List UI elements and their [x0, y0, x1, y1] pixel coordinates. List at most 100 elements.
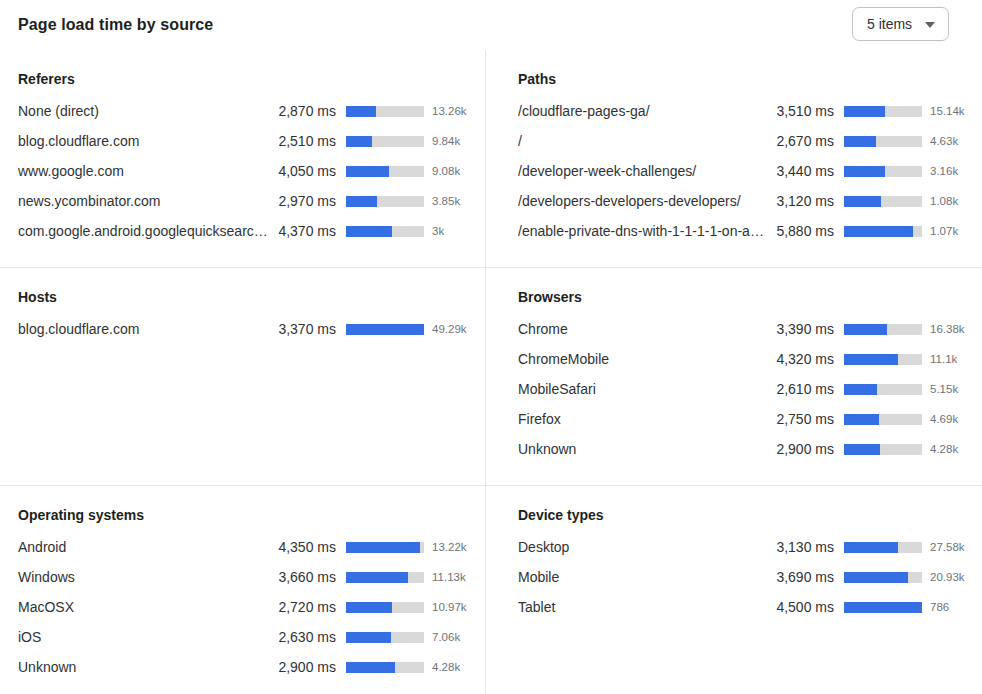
chevron-down-icon: [925, 22, 935, 28]
row-label: MobileSafari: [518, 381, 770, 397]
row-load-time: 2,970 ms: [272, 193, 336, 209]
row-label: None (direct): [18, 103, 272, 119]
row-load-time: 2,610 ms: [770, 381, 834, 397]
table-row: iOS 2,630 ms 7.06k: [18, 622, 470, 652]
page-load-time-widget: Page load time by source 5 items Referer…: [0, 0, 982, 694]
row-bar-track: [346, 106, 424, 117]
section-title: Hosts: [18, 290, 470, 305]
row-bar-fill: [844, 444, 880, 455]
row-count: 11.13k: [432, 571, 470, 583]
table-row: Android 4,350 ms 13.22k: [18, 532, 470, 562]
row-bar-track: [844, 196, 922, 207]
section-device-types: Device types Desktop 3,130 ms 27.58k Mob…: [485, 485, 982, 694]
row-bar-fill: [844, 602, 922, 613]
items-count-dropdown[interactable]: 5 items: [852, 7, 949, 41]
row-load-time: 3,440 ms: [770, 163, 834, 179]
table-row: Tablet 4,500 ms 786: [518, 592, 968, 622]
table-row: com.google.android.googlequicksearchbox …: [18, 216, 470, 246]
row-label: Unknown: [518, 441, 770, 457]
table-row: /developers-developers-developers/ 3,120…: [518, 186, 968, 216]
row-count: 4.69k: [930, 413, 968, 425]
widget-header: Page load time by source 5 items: [0, 0, 982, 50]
row-label: com.google.android.googlequicksearchbox: [18, 223, 272, 239]
row-label: Android: [18, 539, 272, 555]
row-count: 20.93k: [930, 571, 968, 583]
row-bar-fill: [346, 572, 408, 583]
row-count: 3.85k: [432, 195, 470, 207]
row-bar-fill: [346, 226, 392, 237]
row-bar-fill: [346, 632, 391, 643]
row-label: Windows: [18, 569, 272, 585]
row-bar-track: [844, 324, 922, 335]
row-bar-track: [346, 632, 424, 643]
row-load-time: 3,370 ms: [272, 321, 336, 337]
row-count: 1.07k: [930, 225, 968, 237]
row-label: /: [518, 133, 770, 149]
row-bar-fill: [844, 166, 885, 177]
row-bar-fill: [844, 324, 887, 335]
table-row: Unknown 2,900 ms 4.28k: [18, 652, 470, 682]
row-label: Desktop: [518, 539, 770, 555]
items-count-value: 5 items: [867, 16, 912, 32]
row-bar-track: [844, 166, 922, 177]
row-label: /enable-private-dns-with-1-1-1-1-on-andr…: [518, 223, 770, 239]
row-count: 27.58k: [930, 541, 968, 553]
row-count: 3k: [432, 225, 470, 237]
section-rows: Android 4,350 ms 13.22k Windows 3,660 ms…: [18, 532, 470, 682]
section-browsers: Browsers Chrome 3,390 ms 16.38k ChromeMo…: [485, 267, 982, 485]
section-paths: Paths /cloudflare-pages-ga/ 3,510 ms 15.…: [485, 50, 982, 267]
row-bar-track: [346, 572, 424, 583]
row-load-time: 3,390 ms: [770, 321, 834, 337]
row-label: Unknown: [18, 659, 272, 675]
row-count: 16.38k: [930, 323, 968, 335]
table-row: Windows 3,660 ms 11.13k: [18, 562, 470, 592]
row-label: /cloudflare-pages-ga/: [518, 103, 770, 119]
row-load-time: 2,670 ms: [770, 133, 834, 149]
table-row: /developer-week-challenges/ 3,440 ms 3.1…: [518, 156, 968, 186]
row-label: MacOSX: [18, 599, 272, 615]
row-label: blog.cloudflare.com: [18, 321, 272, 337]
section-title: Referers: [18, 72, 470, 87]
table-row: MacOSX 2,720 ms 10.97k: [18, 592, 470, 622]
row-count: 4.28k: [432, 661, 470, 673]
section-referers: Referers None (direct) 2,870 ms 13.26k b…: [0, 50, 485, 267]
table-row: ChromeMobile 4,320 ms 11.1k: [518, 344, 968, 374]
row-label: iOS: [18, 629, 272, 645]
section-rows: /cloudflare-pages-ga/ 3,510 ms 15.14k / …: [518, 96, 968, 246]
row-label: Mobile: [518, 569, 770, 585]
row-bar-track: [844, 572, 922, 583]
table-row: www.google.com 4,050 ms 9.08k: [18, 156, 470, 186]
row-bar-track: [346, 602, 424, 613]
row-bar-track: [844, 414, 922, 425]
row-bar-track: [844, 602, 922, 613]
row-bar-fill: [844, 572, 908, 583]
row-bar-track: [844, 384, 922, 395]
row-bar-fill: [844, 226, 913, 237]
row-bar-fill: [346, 196, 377, 207]
row-label: Firefox: [518, 411, 770, 427]
row-label: /developer-week-challenges/: [518, 163, 770, 179]
row-bar-fill: [346, 662, 395, 673]
section-rows: Chrome 3,390 ms 16.38k ChromeMobile 4,32…: [518, 314, 968, 464]
row-bar-track: [346, 196, 424, 207]
section-rows: None (direct) 2,870 ms 13.26k blog.cloud…: [18, 96, 470, 246]
row-load-time: 2,750 ms: [770, 411, 834, 427]
row-bar-track: [844, 542, 922, 553]
row-count: 786: [930, 601, 968, 613]
section-rows: blog.cloudflare.com 3,370 ms 49.29k: [18, 314, 470, 344]
row-count: 9.08k: [432, 165, 470, 177]
table-row: Firefox 2,750 ms 4.69k: [518, 404, 968, 434]
row-bar-fill: [844, 136, 876, 147]
row-bar-track: [346, 324, 424, 335]
section-title: Operating systems: [18, 508, 470, 523]
table-row: Mobile 3,690 ms 20.93k: [518, 562, 968, 592]
table-row: news.ycombinator.com 2,970 ms 3.85k: [18, 186, 470, 216]
row-bar-track: [844, 106, 922, 117]
row-bar-track: [346, 136, 424, 147]
row-bar-fill: [844, 384, 877, 395]
row-load-time: 2,900 ms: [770, 441, 834, 457]
row-count: 13.26k: [432, 105, 470, 117]
row-bar-track: [346, 542, 424, 553]
row-load-time: 4,050 ms: [272, 163, 336, 179]
row-bar-fill: [346, 324, 424, 335]
